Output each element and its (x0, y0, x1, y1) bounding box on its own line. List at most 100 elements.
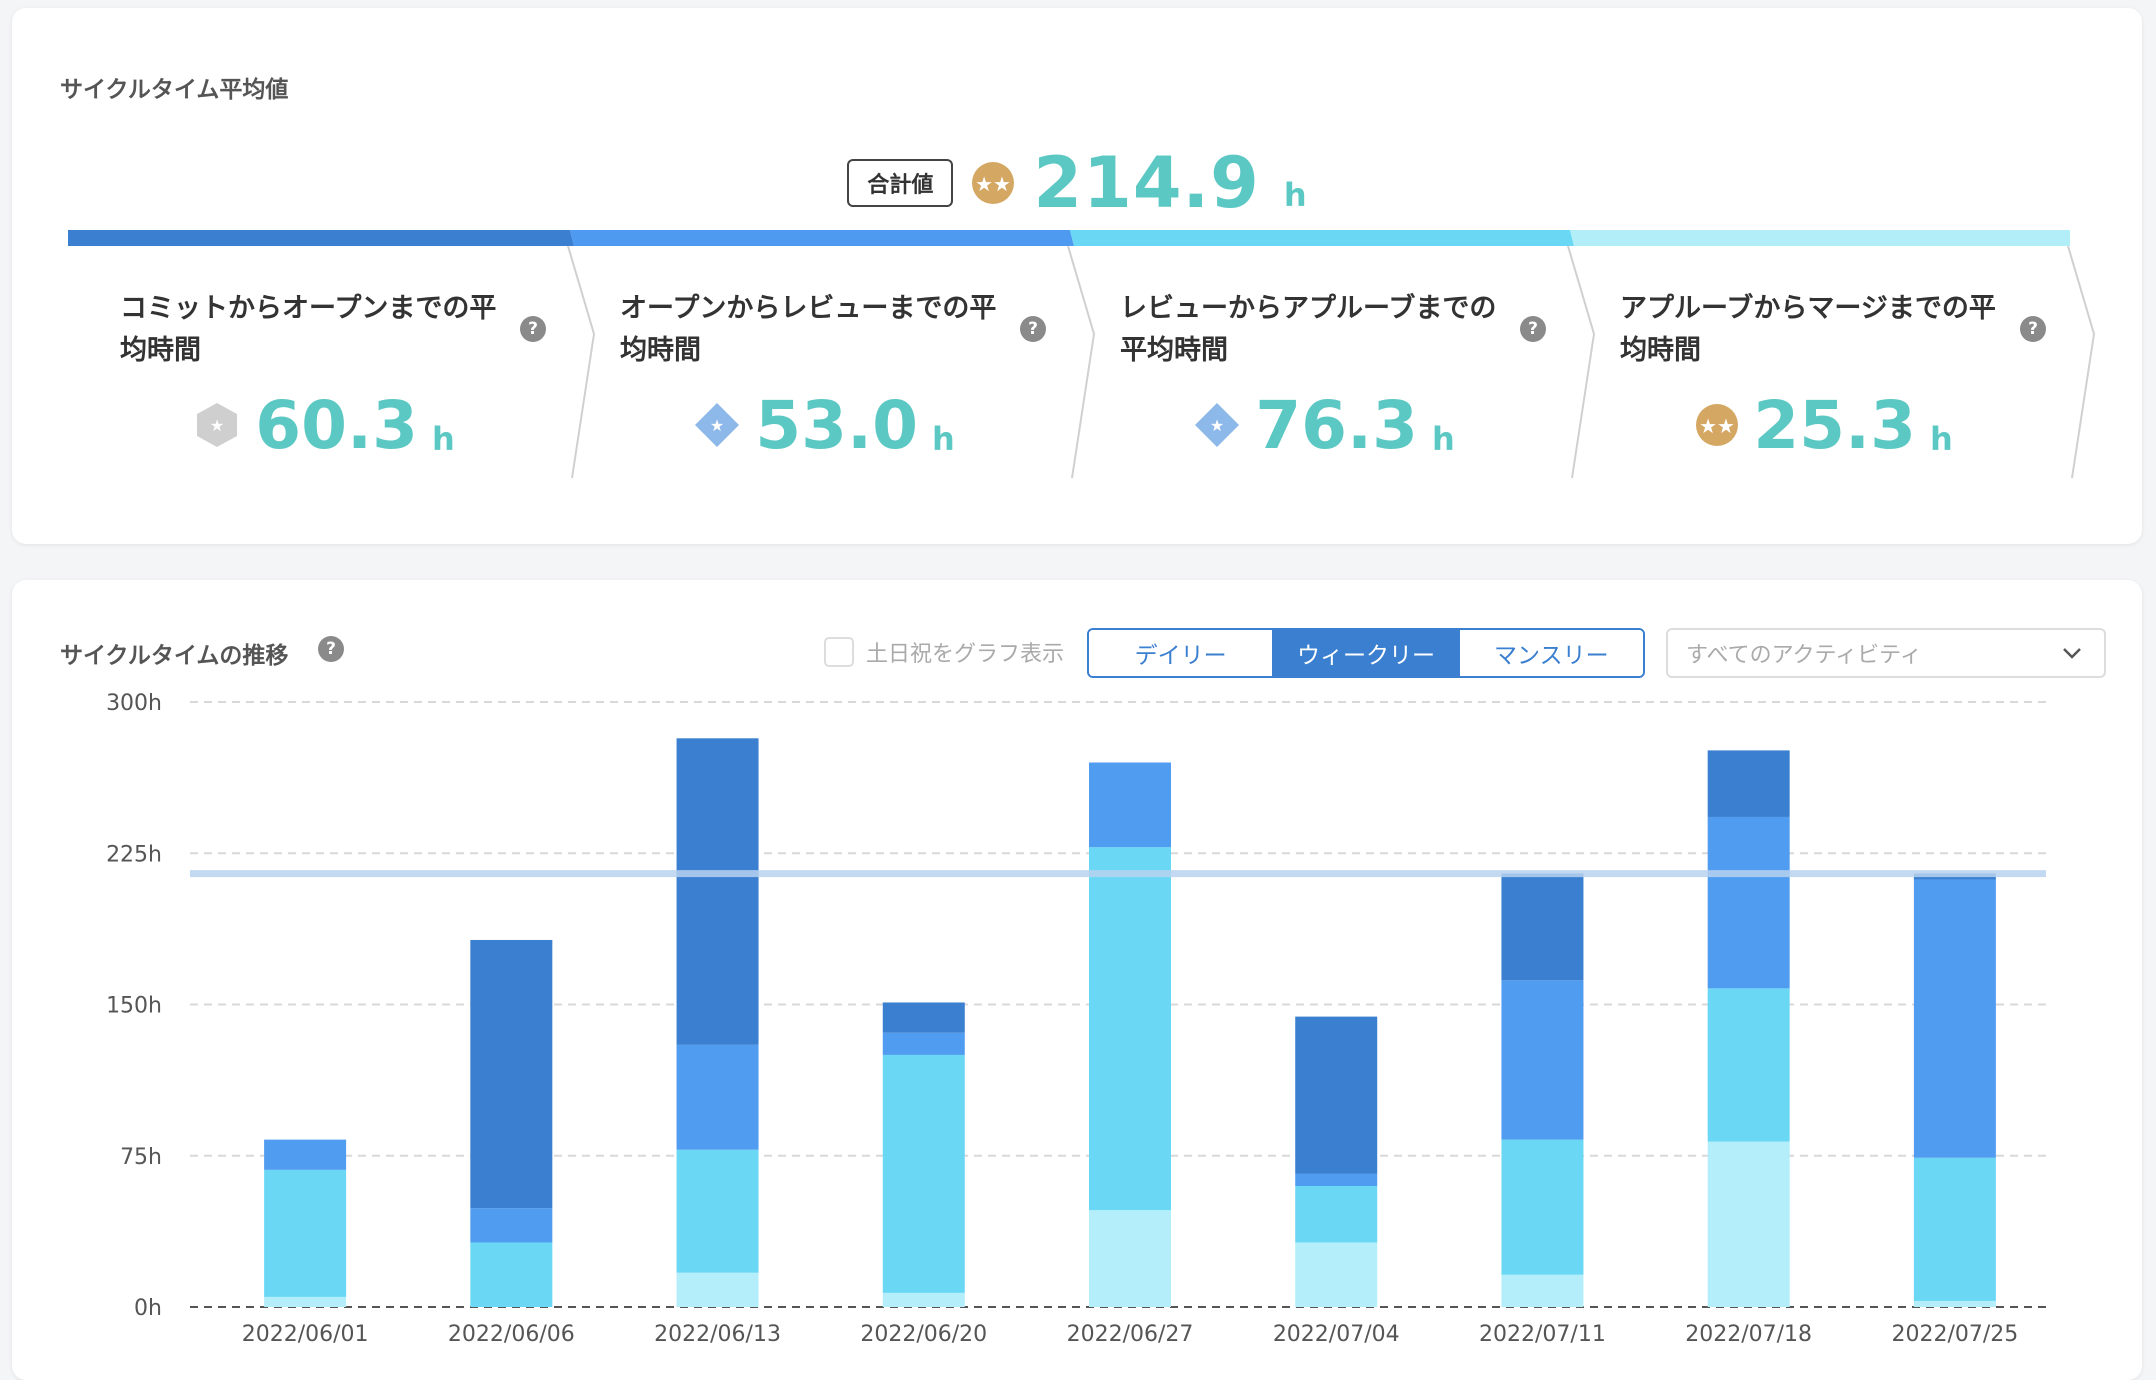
bar-segment (882, 1002, 965, 1033)
period-tabs: デイリー ウィークリー マンスリー (1087, 628, 1645, 678)
bar-segment (1089, 762, 1171, 848)
holiday-toggle-label: 土日祝をグラフ表示 (866, 642, 1065, 667)
svg-text:★: ★ (710, 416, 724, 435)
y-tick-label: 150h (106, 994, 162, 1019)
y-tick-label: 0h (134, 1296, 162, 1321)
bar-segment (1501, 1139, 1584, 1275)
total-row: 合計値 ★★ 214.9 h (12, 138, 2142, 228)
gold-medal-icon: ★★ (1696, 404, 1739, 446)
bar-segment (1295, 1173, 1378, 1186)
bar-segment (1501, 873, 1584, 981)
tab-daily[interactable]: デイリー (1089, 630, 1275, 676)
bar-segment (1707, 750, 1790, 817)
activity-select-value: すべてのアクティビティ (1686, 643, 1922, 668)
bar-segment (1089, 1210, 1171, 1307)
bar-segment (1913, 879, 1996, 1158)
bar-segment (882, 1032, 965, 1055)
bar-segment (1707, 1141, 1790, 1307)
total-badge: 合計値 (847, 159, 954, 207)
bar-segment (882, 1292, 965, 1307)
x-tick-label: 2022/06/27 (1067, 1322, 1194, 1347)
help-icon[interactable]: ? (318, 636, 344, 662)
bar-segment (882, 1054, 965, 1293)
stage-value-row: ★★ 25.3 h (1574, 380, 2074, 470)
blue-diamond-icon: ★ (1195, 403, 1240, 447)
svg-text:★: ★ (1210, 416, 1224, 435)
bar-segment (470, 1242, 553, 1307)
cycle-time-chart: 300h 225h 150h 75h 0h 2022/06/01 2022/06/06 202… (106, 691, 2046, 1347)
x-tick-label: 2022/06/01 (242, 1322, 369, 1347)
bar-segment (1295, 1242, 1378, 1307)
bar-segment (676, 1149, 759, 1273)
bar-segment (1295, 1016, 1378, 1174)
stage-open-to-review: オープンからレビューまでの平均時間 ? ★ 53.0 h (574, 230, 1074, 480)
tab-weekly[interactable]: ウィークリー (1274, 630, 1460, 676)
stage-arrows (68, 230, 2096, 479)
trend-title: サイクルタイムの推移 (60, 643, 289, 669)
cycle-time-summary-card: サイクルタイム平均値 合計値 ★★ 214.9 h コミットからオープンまでの平… (12, 8, 2142, 544)
x-tick-label: 2022/07/18 (1685, 1322, 1812, 1347)
stage-value: 53.0 (755, 386, 919, 464)
stage-label: オープンからレビューまでの平均時間 (620, 293, 997, 366)
bar-segment (470, 939, 553, 1209)
stage-label: アプルーブからマージまでの平均時間 (1620, 293, 1996, 366)
silver-hexagon-icon: ★ (197, 403, 238, 447)
chevron-down-icon (2063, 648, 2081, 659)
total-value: 214.9 (1033, 142, 1260, 224)
stage-unit: h (1432, 420, 1455, 458)
bar-segment (264, 1139, 347, 1170)
svg-text:★: ★ (210, 416, 224, 435)
bar-segment (1707, 816, 1790, 989)
svg-text:★★: ★★ (1699, 414, 1735, 438)
stage-unit: h (432, 420, 455, 458)
bar-segment (1913, 1157, 1996, 1301)
help-icon[interactable]: ? (1520, 316, 1546, 342)
y-tick-label: 225h (106, 842, 162, 867)
stage-value-row: ★ 60.3 h (74, 380, 574, 470)
bar-segment (264, 1296, 347, 1307)
activity-select[interactable]: すべてのアクティビティ (1666, 628, 2106, 678)
bar-segment (1501, 980, 1584, 1140)
summary-title: サイクルタイム平均値 (60, 77, 289, 103)
stage-value: 60.3 (255, 386, 419, 464)
stage-unit: h (932, 420, 955, 458)
stage-value: 25.3 (1753, 386, 1917, 464)
help-icon[interactable]: ? (1020, 316, 1046, 342)
blue-diamond-icon: ★ (695, 403, 740, 447)
holiday-checkbox[interactable] (824, 637, 854, 667)
total-unit: h (1283, 176, 1307, 214)
stage-label: コミットからオープンまでの平均時間 (120, 293, 497, 366)
y-tick-label: 75h (120, 1145, 162, 1170)
bar-segment (1707, 988, 1790, 1142)
x-tick-label: 2022/06/06 (448, 1322, 575, 1347)
stage-value-row: ★ 53.0 h (574, 380, 1074, 470)
x-tick-label: 2022/07/04 (1273, 1322, 1400, 1347)
bar-segment (1089, 847, 1171, 1211)
stage-unit: h (1930, 420, 1953, 458)
stage-commit-to-open: コミットからオープンまでの平均時間 ? ★ 60.3 h (74, 230, 574, 480)
stage-approve-to-merge: アプルーブからマージまでの平均時間 ? ★★ 25.3 h (1574, 230, 2074, 480)
stage-label: レビューからアプルーブまでの平均時間 (1120, 293, 1497, 366)
help-icon[interactable]: ? (2020, 316, 2046, 342)
bar-segment (1295, 1186, 1378, 1243)
stage-pipeline: コミットからオープンまでの平均時間 ? ★ 60.3 h オープンからレビューま… (12, 230, 2156, 480)
bar-segment (676, 738, 759, 1045)
x-tick-label: 2022/07/25 (1891, 1322, 2018, 1347)
svg-text:★★: ★★ (975, 172, 1011, 196)
x-tick-label: 2022/06/13 (654, 1322, 781, 1347)
bar-segment (470, 1208, 553, 1243)
bar-segment (1501, 1274, 1584, 1307)
help-icon[interactable]: ? (520, 316, 546, 342)
tab-monthly[interactable]: マンスリー (1459, 630, 1643, 676)
bar-segment (1913, 1300, 1996, 1307)
gold-medal-icon: ★★ (972, 162, 1015, 204)
y-tick-label: 300h (106, 691, 162, 716)
holiday-toggle[interactable]: 土日祝をグラフ表示 (824, 636, 1064, 668)
x-tick-label: 2022/07/11 (1479, 1322, 1606, 1347)
stage-value-row: ★ 76.3 h (1074, 380, 1574, 470)
stage-review-to-approve: レビューからアプルーブまでの平均時間 ? ★ 76.3 h (1074, 230, 1574, 480)
cycle-time-trend-card: サイクルタイムの推移 ? 土日祝をグラフ表示 デイリー ウィークリー マンスリー… (12, 580, 2142, 1380)
bar-segment (676, 1272, 759, 1307)
stage-value: 76.3 (1255, 386, 1419, 464)
bar-segment (676, 1044, 759, 1150)
